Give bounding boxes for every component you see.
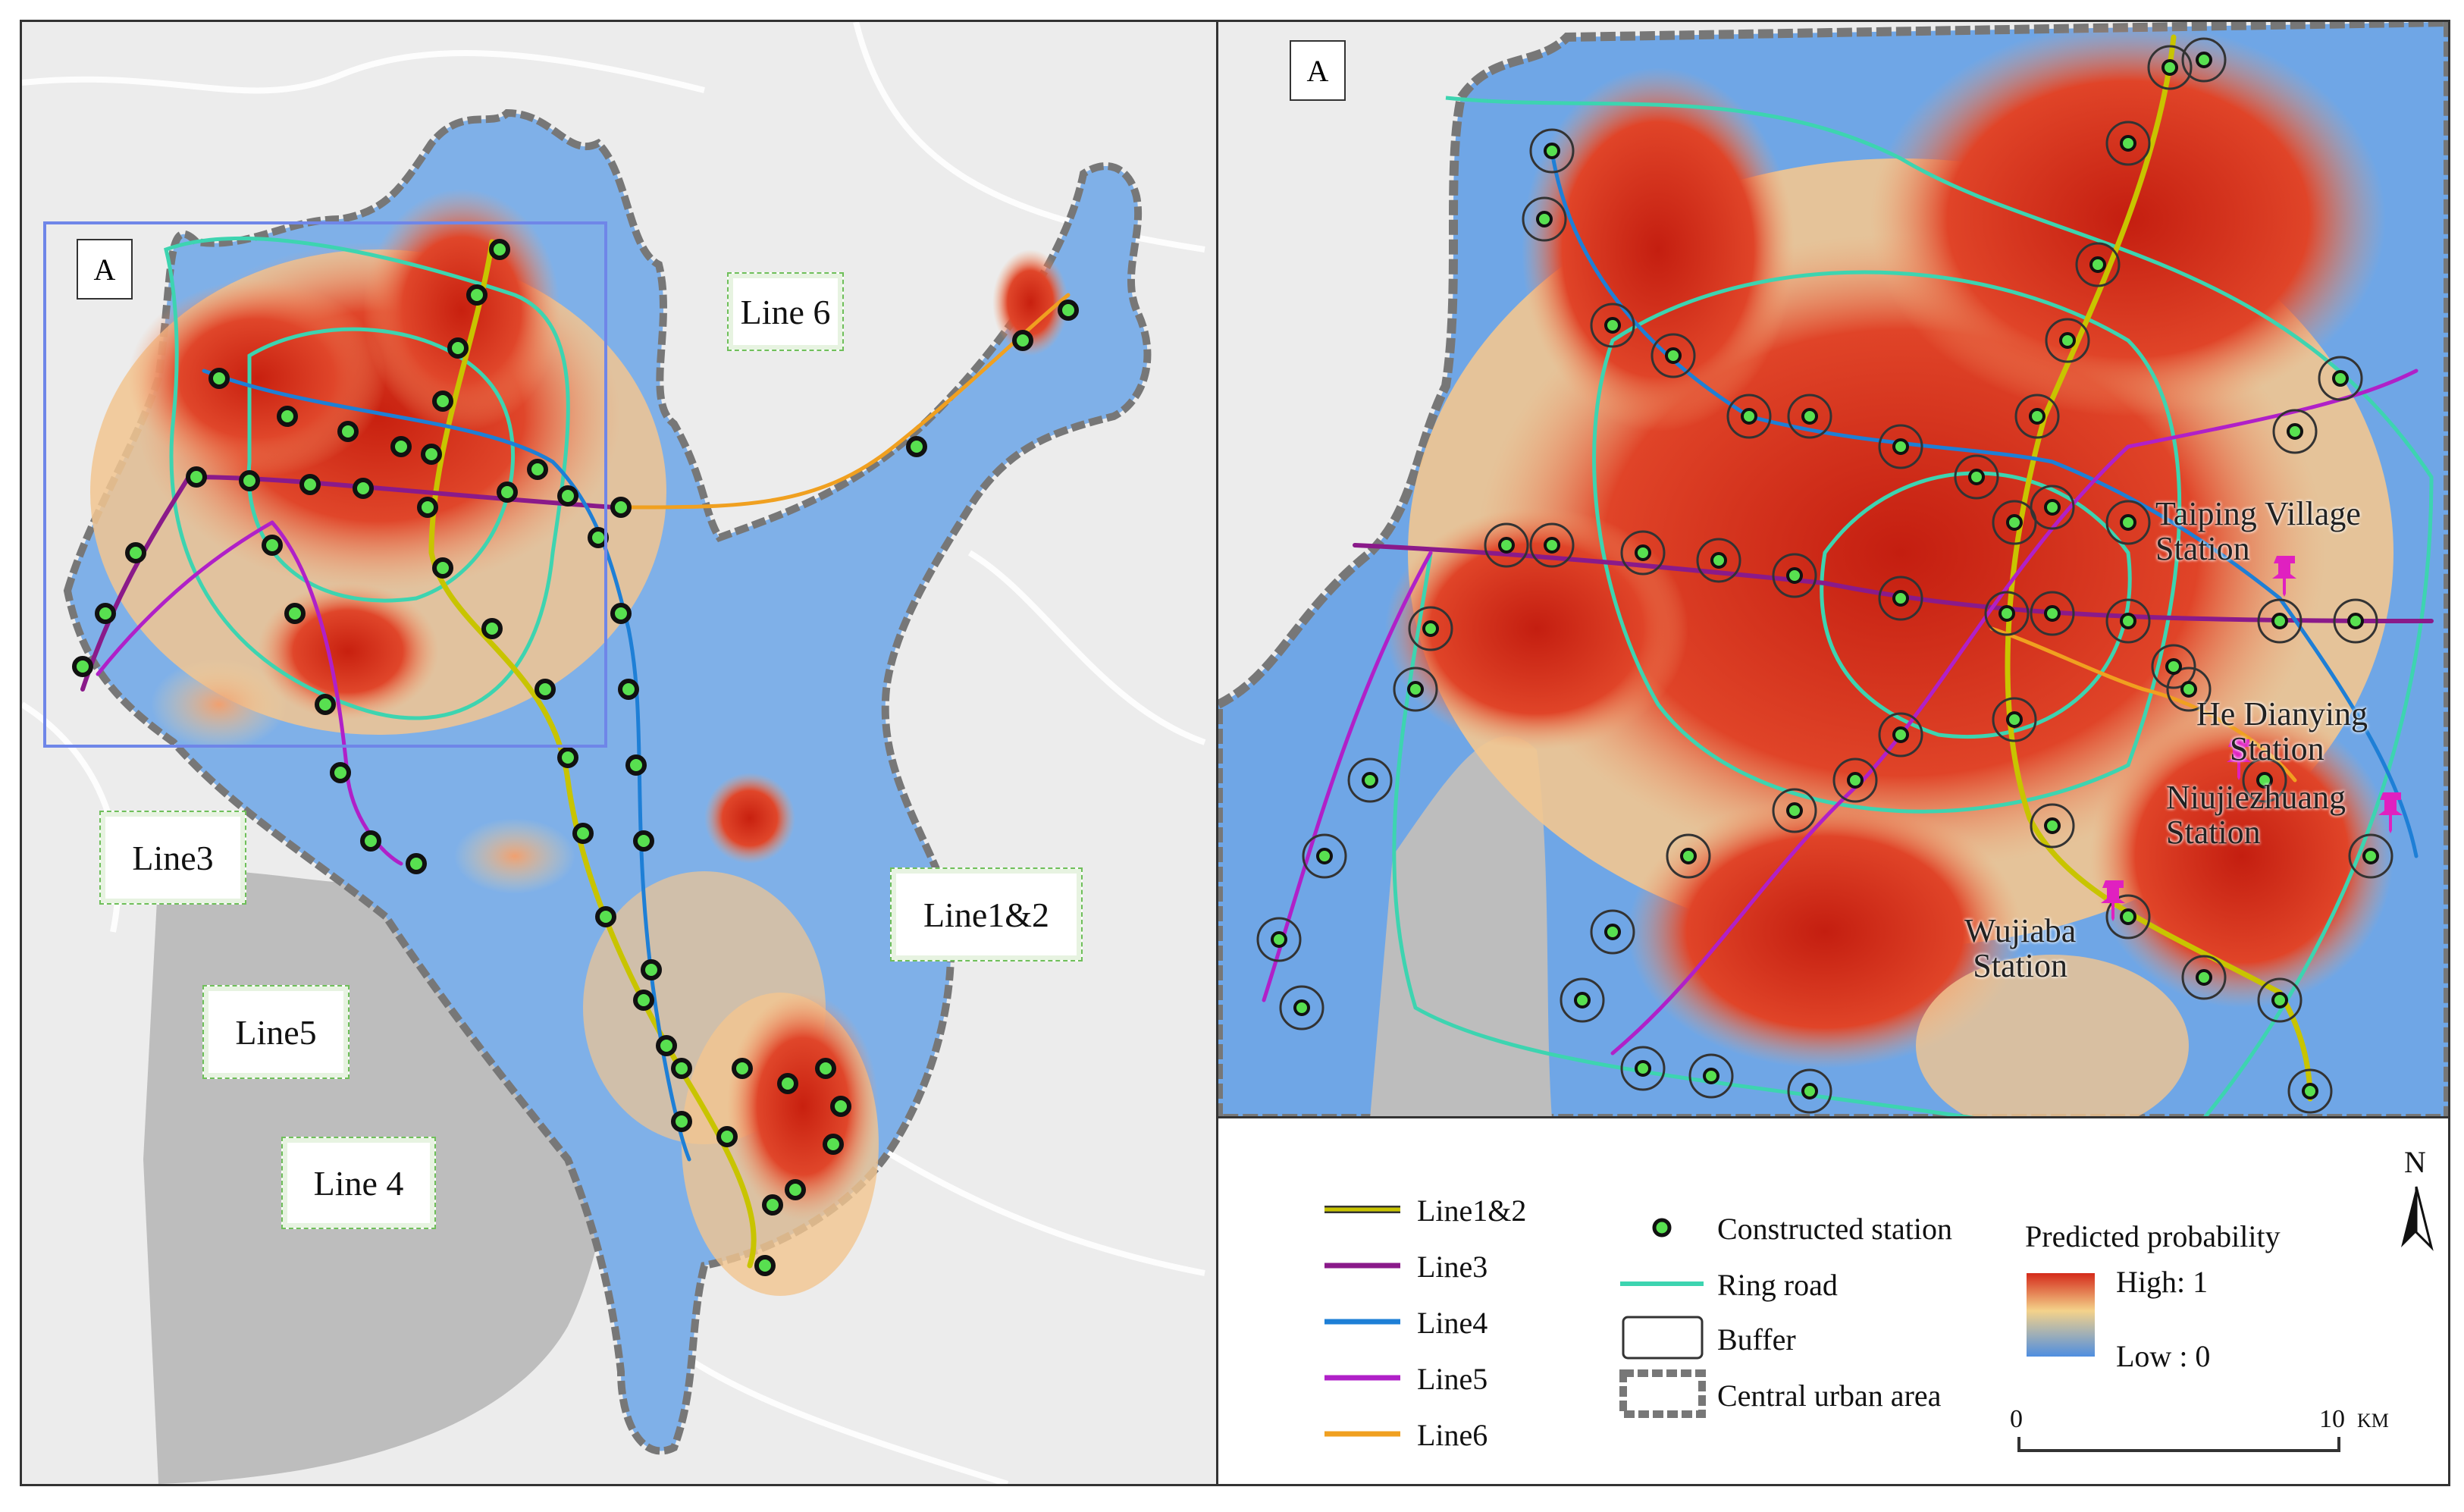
line12-callout: Line1&2 [890, 867, 1083, 961]
inset-label: A [1290, 40, 1346, 101]
legend-central-area-label: Central urban area [1717, 1379, 1942, 1413]
line3-callout: Line3 [99, 811, 246, 905]
legend-ring-road-label: Ring road [1717, 1268, 1838, 1302]
taiping-village-station-label: Taiping Village Station [2155, 495, 2361, 568]
legend-line5-label: Line5 [1417, 1362, 1488, 1396]
scale-bar [2017, 1437, 2340, 1452]
scale-start-label: 0 [2010, 1405, 2023, 1433]
niujiezhuang-station-label: Niujiezhuang Station [2166, 779, 2346, 852]
legend-line6-label: Line6 [1417, 1418, 1488, 1452]
ring-roads [164, 237, 570, 720]
legend-low-label: Low : 0 [2116, 1339, 2211, 1373]
legend-station-icon [1652, 1218, 1672, 1238]
wujiaba-station-label: Wujiaba Station [1964, 912, 2077, 985]
inset-map-a[interactable]: A Taiping Village Station He Dianying St… [1216, 20, 2450, 1121]
legend-line4-label: Line4 [1417, 1306, 1488, 1340]
inset-stations [1256, 37, 2393, 1114]
legend-line-swatches [1324, 1206, 1400, 1437]
he-dianying-station-label: He Dianying Station [2196, 695, 2368, 768]
inset-lake [1370, 736, 1552, 1118]
line4-callout: Line 4 [281, 1137, 436, 1229]
legend-graphics [1324, 1186, 2434, 1452]
overview-map-canvas [22, 22, 1206, 1484]
legend-probability-title: Predicted probability [2025, 1219, 2281, 1253]
north-label: N [2404, 1145, 2426, 1179]
line5-callout: Line5 [202, 985, 350, 1079]
legend-high-label: High: 1 [2116, 1265, 2209, 1299]
overview-map[interactable]: A Line 6 Line3 Line5 Line1&2 Line 4 [20, 20, 1219, 1486]
inset-map-canvas [1218, 22, 2448, 1118]
pin-markers [2101, 556, 2403, 921]
legend-probability-ramp [2027, 1273, 2095, 1357]
legend-buffer-swatch [1622, 1316, 1704, 1360]
north-arrow [2401, 1186, 2434, 1251]
legend-line12-label: Line1&2 [1417, 1194, 1527, 1228]
inset-probability-surface [1385, 22, 2393, 1118]
legend-constructed-station-label: Constructed station [1717, 1212, 1952, 1246]
legend-line3-label: Line3 [1417, 1250, 1488, 1284]
line6-callout: Line 6 [727, 272, 844, 351]
inset-box-label: A [77, 239, 133, 300]
station-markers [72, 239, 1079, 1276]
inset-extent-box [43, 221, 607, 748]
legend-buffer-label: Buffer [1717, 1322, 1796, 1357]
map-legend: Line1&2 Line3 Line4 Line5 Line6 Construc… [1216, 1116, 2450, 1486]
legend-central-area-swatch [1619, 1369, 1706, 1418]
scale-end-label: 10 [2319, 1405, 2345, 1433]
scale-unit-label: KM [2357, 1410, 2389, 1432]
